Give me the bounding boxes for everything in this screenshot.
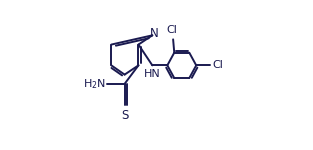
Text: N: N	[150, 27, 158, 39]
Text: Cl: Cl	[213, 60, 223, 70]
Text: Cl: Cl	[167, 25, 177, 35]
Text: S: S	[121, 109, 128, 122]
Text: H$_2$N: H$_2$N	[83, 77, 105, 91]
Text: HN: HN	[144, 69, 161, 79]
